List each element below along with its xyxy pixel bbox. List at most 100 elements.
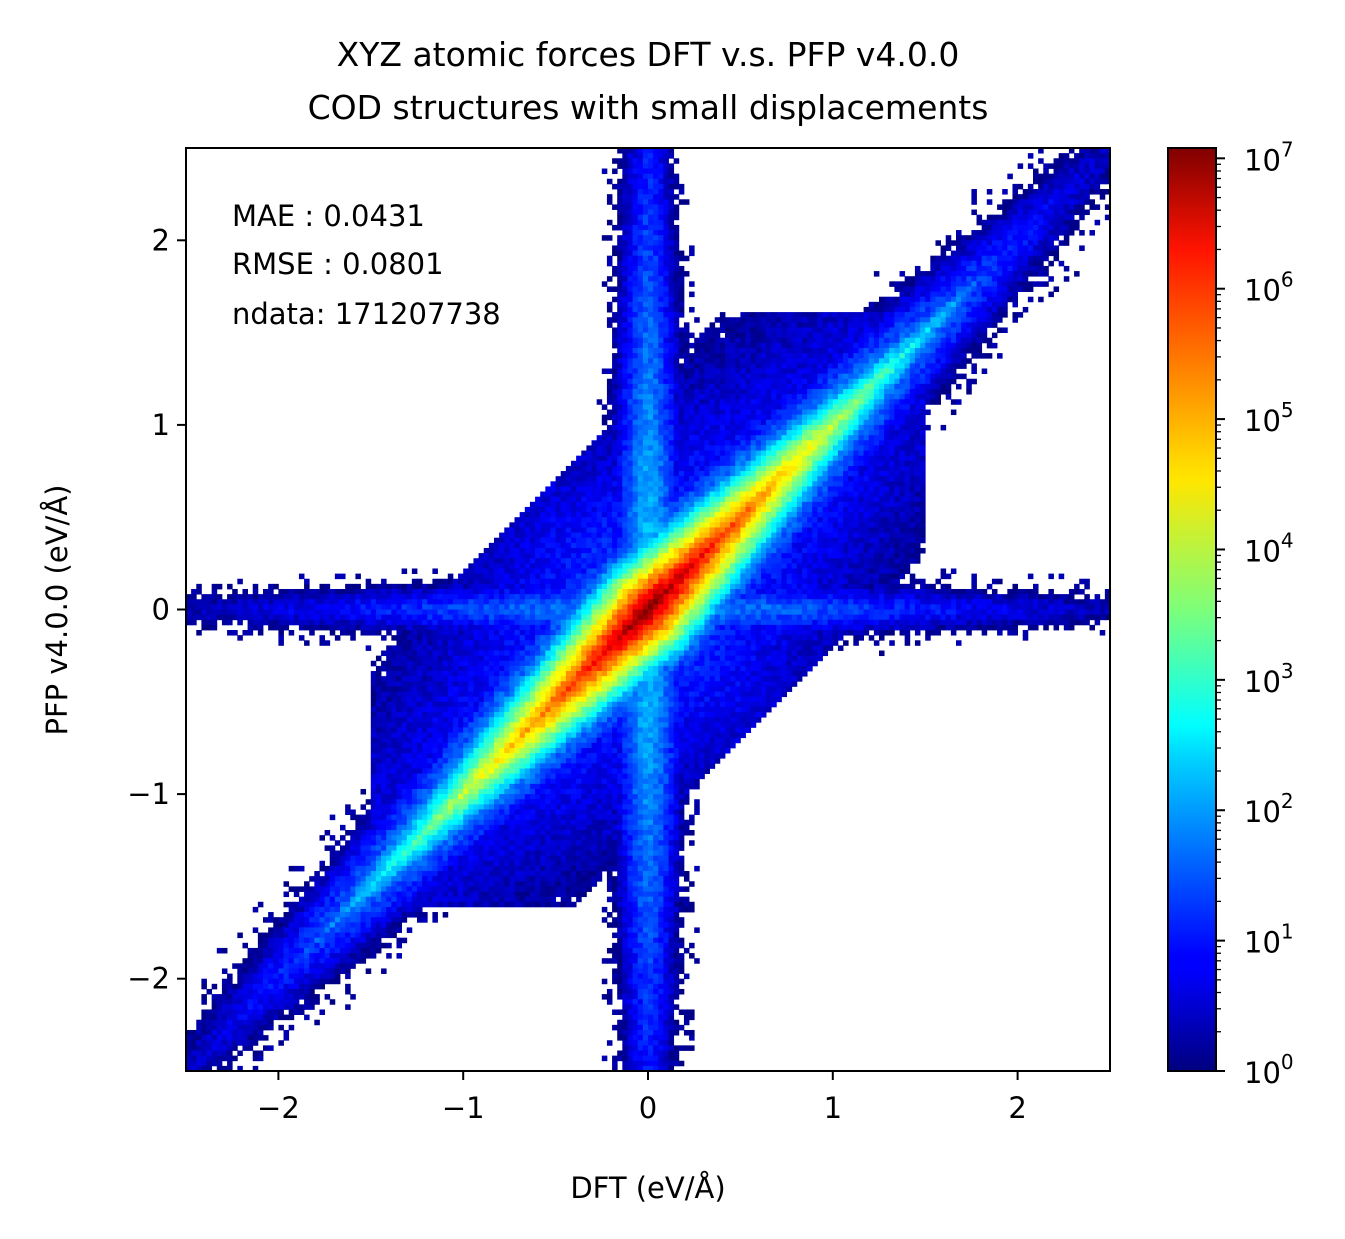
heatmap-cell [565, 619, 572, 626]
heatmap-cell [612, 378, 618, 385]
heatmap-cell [483, 829, 490, 836]
heatmap-cell [437, 645, 444, 651]
heatmap-cell [263, 999, 269, 1005]
heatmap-cell [329, 937, 336, 944]
heatmap-cell [571, 460, 577, 467]
heatmap-cell [406, 671, 413, 677]
heatmap-cell [514, 824, 521, 831]
heatmap-cell [571, 599, 577, 605]
heatmap-cell [478, 588, 485, 595]
heatmap-cell [411, 568, 418, 575]
heatmap-cell [617, 250, 623, 257]
heatmap-cell [463, 727, 469, 733]
heatmap-cell [617, 219, 623, 226]
heatmap-cell [396, 686, 402, 692]
heatmap-cell [324, 829, 331, 836]
heatmap-cell [458, 599, 464, 605]
heatmap-cell [612, 435, 618, 441]
heatmap-cell [601, 542, 608, 549]
heatmap-cell [596, 824, 603, 831]
heatmap-cell [606, 178, 613, 185]
heatmap-cell [504, 860, 510, 867]
heatmap-cell [617, 829, 623, 836]
heatmap-cell [227, 604, 233, 610]
heatmap-cell [612, 722, 618, 728]
heatmap-cell [324, 973, 331, 980]
heatmap-cell [427, 630, 433, 636]
heatmap-cell [612, 819, 618, 826]
heatmap-cell [309, 963, 315, 969]
heatmap-cell [422, 758, 428, 764]
heatmap-cell [427, 829, 433, 836]
heatmap-cell [514, 619, 521, 626]
heatmap-cell [411, 824, 418, 831]
heatmap-cell [509, 645, 515, 651]
heatmap-cell [375, 763, 382, 769]
heatmap-cell [211, 594, 218, 600]
heatmap-cell [565, 568, 572, 575]
heatmap-cell [396, 819, 402, 826]
heatmap-cell [565, 835, 572, 841]
heatmap-cell [560, 512, 567, 518]
heatmap-cell [391, 676, 397, 682]
heatmap-cell [268, 942, 274, 949]
heatmap-cell [540, 717, 546, 723]
heatmap-cell [591, 501, 598, 508]
heatmap-cell [504, 896, 510, 903]
heatmap-cell [576, 824, 582, 831]
heatmap-cell [191, 1029, 197, 1036]
heatmap-cell [406, 706, 413, 713]
heatmap-cell [458, 722, 464, 728]
heatmap-cell [319, 619, 325, 626]
heatmap-cell [529, 824, 536, 831]
heatmap-cell [375, 742, 382, 749]
heatmap-cell [524, 578, 531, 585]
heatmap-cell [509, 712, 515, 718]
heatmap-cell [617, 783, 623, 790]
heatmap-cell [375, 619, 382, 626]
heatmap-cell [535, 768, 541, 774]
heatmap-cell [576, 712, 582, 718]
heatmap-cell [334, 927, 341, 933]
heatmap-cell [473, 681, 479, 687]
heatmap-cell [463, 860, 469, 867]
heatmap-cell [545, 758, 551, 764]
heatmap-cell [381, 758, 387, 764]
heatmap-cell [283, 988, 290, 995]
heatmap-cell [268, 917, 274, 923]
heatmap-cell [535, 855, 541, 862]
heatmap-cell [191, 1055, 197, 1062]
heatmap-cell [314, 937, 320, 944]
heatmap-cell [411, 701, 418, 708]
heatmap-cell [529, 732, 536, 739]
heatmap-cell [617, 599, 623, 605]
heatmap-cell [417, 783, 423, 790]
heatmap-cell [381, 860, 387, 867]
heatmap-cell [268, 609, 274, 616]
heatmap-cell [288, 609, 295, 616]
heatmap-cell [499, 660, 505, 667]
heatmap-cell [617, 465, 623, 472]
heatmap-cell [571, 522, 577, 528]
heatmap-cell [468, 799, 474, 805]
heatmap-cell [216, 1065, 223, 1071]
heatmap-cell [237, 1040, 243, 1046]
heatmap-cell [494, 594, 500, 600]
heatmap-cell [237, 1004, 243, 1010]
heatmap-cell [257, 901, 264, 908]
heatmap-cell [586, 619, 592, 626]
heatmap-cell [458, 640, 464, 646]
heatmap-cell [468, 768, 474, 774]
heatmap-cell [545, 619, 551, 626]
heatmap-cell [581, 460, 587, 467]
heatmap-cell [488, 681, 495, 687]
heatmap-cell [545, 829, 551, 836]
heatmap-cell [596, 855, 603, 862]
heatmap-cell [617, 671, 623, 677]
heatmap-cell [273, 932, 279, 939]
heatmap-cell [586, 824, 592, 831]
heatmap-cell [612, 455, 618, 462]
heatmap-cell [545, 681, 551, 687]
heatmap-cell [257, 983, 264, 990]
heatmap-cell [401, 773, 408, 780]
